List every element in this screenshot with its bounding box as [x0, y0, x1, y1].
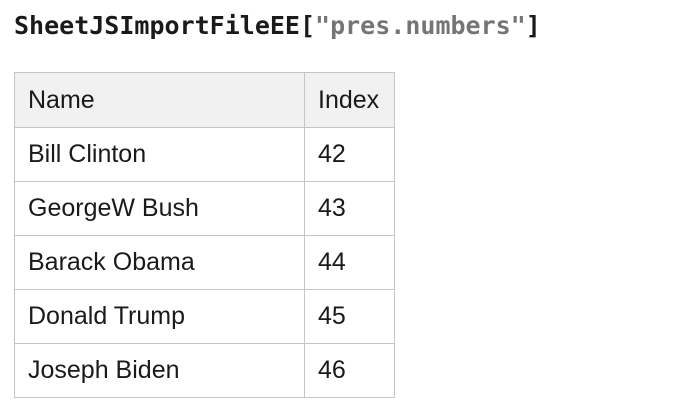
- cell-index: 43: [304, 181, 395, 236]
- cell-index: 45: [304, 289, 395, 344]
- table-row: Joseph Biden 46: [14, 343, 395, 398]
- title-code-prefix: SheetJSImportFileEE[: [14, 11, 316, 40]
- column-header-index: Index: [304, 72, 395, 128]
- cell-name: Bill Clinton: [14, 127, 305, 182]
- page-title: SheetJSImportFileEE["pres.numbers"]: [14, 10, 684, 42]
- table-row: GeorgeW Bush 43: [14, 181, 395, 236]
- table-header-row: Name Index: [14, 72, 395, 128]
- cell-index: 42: [304, 127, 395, 182]
- cell-index: 46: [304, 343, 395, 398]
- table-row: Donald Trump 45: [14, 289, 395, 344]
- table-row: Barack Obama 44: [14, 235, 395, 290]
- presidents-table: Name Index Bill Clinton 42 GeorgeW Bush …: [14, 72, 395, 398]
- title-filename: "pres.numbers": [315, 11, 526, 40]
- cell-name: GeorgeW Bush: [14, 181, 305, 236]
- title-code-suffix: ]: [525, 11, 541, 40]
- cell-name: Donald Trump: [14, 289, 305, 344]
- cell-name: Joseph Biden: [14, 343, 305, 398]
- table-row: Bill Clinton 42: [14, 127, 395, 182]
- column-header-name: Name: [14, 72, 305, 128]
- cell-index: 44: [304, 235, 395, 290]
- cell-name: Barack Obama: [14, 235, 305, 290]
